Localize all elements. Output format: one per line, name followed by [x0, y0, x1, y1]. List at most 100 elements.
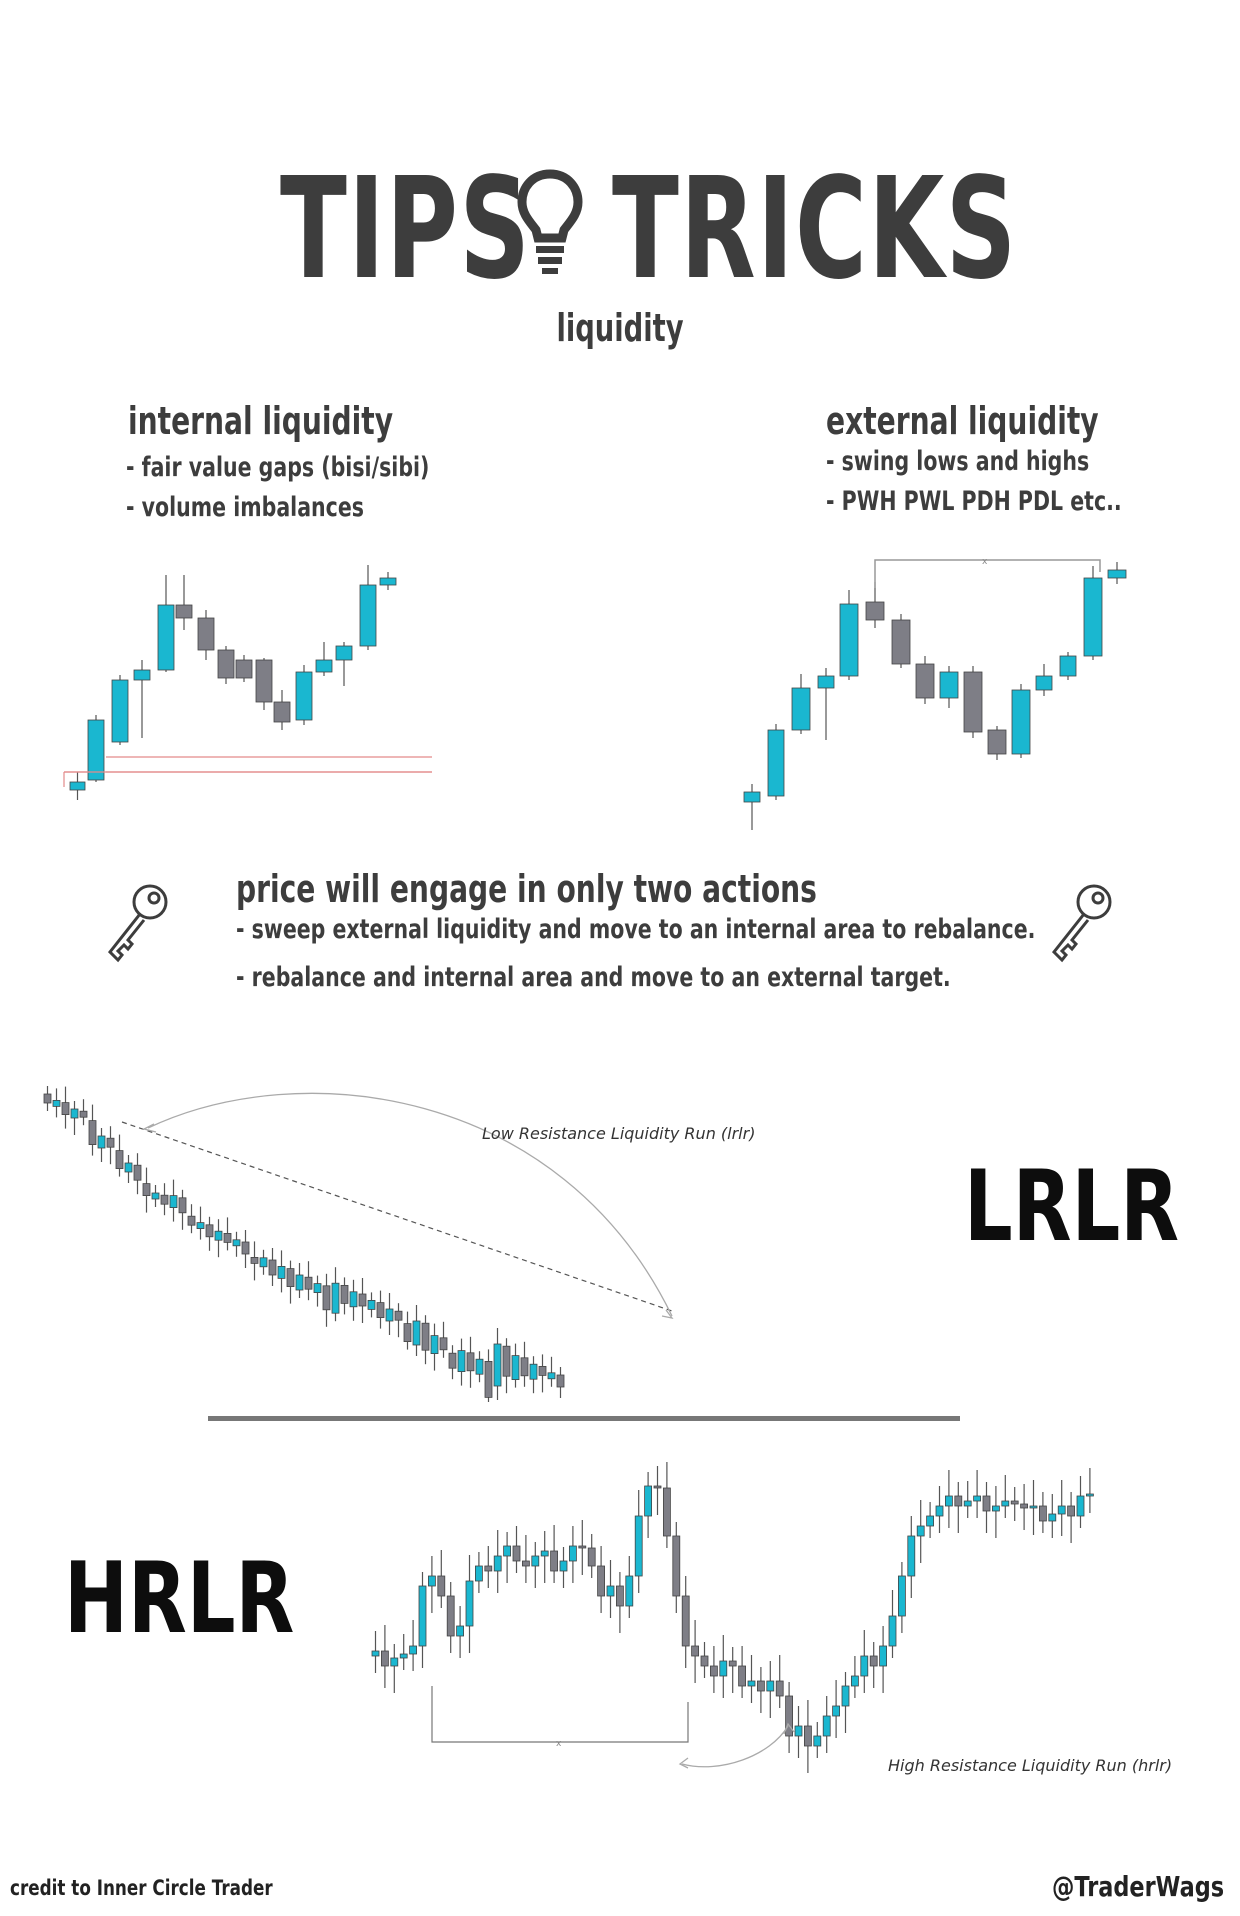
candle	[124, 1162, 133, 1173]
candle	[832, 1705, 841, 1717]
candle	[644, 1485, 653, 1517]
footer-credit: credit to Inner Circle Trader	[10, 1876, 273, 1900]
candle	[615, 1585, 624, 1607]
candle	[175, 604, 193, 619]
action-item: - sweep external liquidity and move to a…	[236, 914, 1036, 945]
candle	[738, 1665, 747, 1687]
external-item: - swing lows and highs	[826, 446, 1090, 477]
candle	[466, 1352, 475, 1372]
candle	[954, 1495, 963, 1507]
candle	[418, 1585, 427, 1647]
candle	[756, 1680, 765, 1692]
candle	[992, 1505, 1000, 1512]
candle	[178, 1197, 187, 1214]
candle	[743, 791, 761, 803]
candle	[963, 1500, 972, 1507]
candle	[1029, 1505, 1038, 1509]
candle	[214, 1230, 223, 1241]
candle	[1067, 1505, 1075, 1517]
candle	[1086, 1493, 1094, 1497]
candle	[437, 1575, 446, 1597]
candle	[456, 1625, 464, 1637]
candle	[151, 1192, 160, 1200]
candle	[232, 1239, 241, 1247]
candle	[587, 1547, 596, 1567]
external-item: - PWH PWL PDH PDL etc..	[826, 486, 1122, 517]
candle	[273, 701, 291, 723]
actions-heading: price will engage in only two actions	[236, 867, 817, 911]
candle	[376, 1302, 385, 1319]
candle	[430, 1335, 439, 1355]
title-tips: TIPS	[280, 148, 532, 311]
candle	[390, 1657, 399, 1667]
candle	[559, 1560, 568, 1572]
lightbulb-icon	[517, 169, 583, 274]
candle	[371, 1650, 380, 1657]
candle	[380, 1650, 389, 1667]
candle	[1035, 675, 1053, 691]
candle	[111, 679, 129, 743]
candle	[813, 1735, 822, 1747]
hrlr-label: HRLR	[64, 1542, 295, 1656]
candle	[133, 1164, 142, 1181]
candle	[531, 1555, 540, 1567]
candle	[335, 645, 353, 661]
candle	[766, 1680, 775, 1692]
candle	[428, 1575, 436, 1587]
candle	[448, 1352, 457, 1369]
candle	[502, 1345, 511, 1377]
candle	[133, 669, 151, 681]
candle	[412, 1320, 421, 1346]
hrlr-arc-heads	[678, 1722, 795, 1769]
candle	[945, 1495, 953, 1507]
candle	[935, 1505, 944, 1517]
candle	[865, 601, 885, 621]
bracket-mark: x	[982, 557, 988, 567]
candle	[322, 1285, 331, 1311]
candle	[511, 1355, 520, 1381]
candle	[503, 1545, 512, 1557]
candle	[916, 1525, 925, 1537]
lrlr-label: LRLR	[964, 1150, 1180, 1264]
candle	[1107, 569, 1127, 579]
candle	[52, 1100, 61, 1107]
bracket-mark: x	[556, 1739, 562, 1749]
candle	[973, 1495, 981, 1502]
candle	[106, 1137, 115, 1148]
hrlr-chart: x	[371, 1462, 1094, 1773]
candle	[803, 1725, 812, 1747]
hrlr-arc	[681, 1725, 789, 1768]
candle	[88, 1120, 97, 1145]
candle	[653, 1485, 662, 1489]
candle	[87, 719, 105, 781]
candle	[217, 649, 235, 679]
candle	[295, 671, 313, 721]
candle	[850, 1675, 859, 1687]
candle	[568, 1545, 577, 1562]
candle	[662, 1487, 671, 1537]
candle	[223, 1232, 232, 1243]
candle	[719, 1660, 728, 1677]
candle	[1057, 1505, 1066, 1515]
candle	[1076, 1495, 1085, 1517]
internal-liquidity-chart	[63, 565, 432, 800]
candle	[379, 577, 397, 586]
candle	[888, 1615, 897, 1647]
candle	[446, 1595, 455, 1637]
candle	[349, 1291, 358, 1308]
candle	[1059, 655, 1077, 677]
candle	[475, 1565, 483, 1582]
candle	[728, 1660, 737, 1667]
candle	[97, 1135, 106, 1149]
candle	[1039, 1505, 1047, 1522]
candle	[196, 1222, 205, 1230]
external-heading: external liquidity	[826, 399, 1099, 443]
candle	[142, 1183, 151, 1196]
candle	[963, 671, 983, 733]
candle	[197, 617, 215, 651]
candle	[340, 1284, 349, 1304]
candle	[160, 1194, 169, 1205]
candle	[403, 1323, 412, 1343]
candle	[304, 1276, 313, 1290]
candle	[625, 1575, 634, 1607]
